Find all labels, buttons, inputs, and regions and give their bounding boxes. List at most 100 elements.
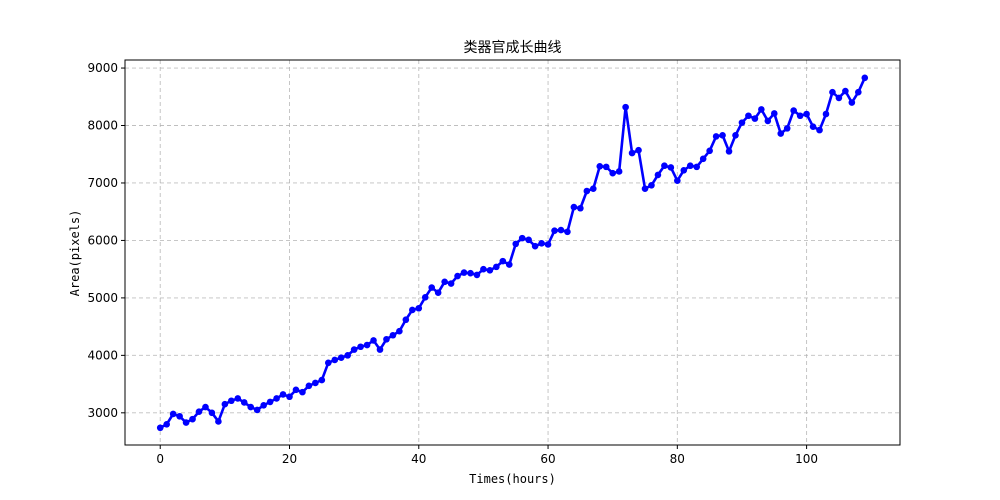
data-point <box>816 126 823 134</box>
data-point <box>428 284 436 291</box>
data-point <box>305 382 313 390</box>
data-point <box>350 346 358 353</box>
data-point <box>628 149 636 157</box>
data-point <box>480 265 487 273</box>
data-point <box>312 379 319 387</box>
data-point <box>758 106 765 113</box>
y-tick-label: 8000 <box>87 119 118 133</box>
data-point <box>215 418 222 425</box>
data-point <box>583 187 591 195</box>
data-point <box>635 146 642 154</box>
data-point <box>796 112 804 120</box>
x-tick-label: 100 <box>795 452 818 466</box>
x-tick-label: 60 <box>540 452 555 466</box>
data-point <box>202 403 209 411</box>
data-point <box>409 306 416 314</box>
data-point <box>156 424 164 432</box>
data-point <box>667 164 675 171</box>
data-point <box>848 99 856 106</box>
y-tick-label: 7000 <box>87 176 118 190</box>
data-point <box>493 263 500 271</box>
data-point <box>505 261 513 268</box>
data-point <box>182 419 190 426</box>
data-point <box>770 110 778 117</box>
data-point <box>661 162 668 170</box>
data-point <box>324 359 332 367</box>
data-point <box>447 280 455 287</box>
data-point <box>609 169 616 177</box>
data-point <box>279 391 287 398</box>
data-point <box>589 185 597 193</box>
data-point <box>415 304 423 312</box>
data-point <box>240 399 248 406</box>
data-point <box>699 155 707 163</box>
data-point <box>454 272 461 280</box>
data-point <box>421 294 429 301</box>
x-tick-label: 0 <box>156 452 164 466</box>
x-tick-label: 80 <box>670 452 685 466</box>
data-point <box>693 163 701 171</box>
data-point <box>544 241 552 248</box>
data-point <box>389 331 397 339</box>
data-point <box>835 94 843 102</box>
data-point <box>783 125 791 132</box>
data-point <box>648 181 655 189</box>
data-point <box>176 412 183 420</box>
data-point <box>273 395 280 402</box>
data-point <box>266 398 274 406</box>
plot-frame <box>124 59 901 446</box>
data-point <box>376 346 384 353</box>
data-point <box>286 393 293 401</box>
data-point <box>253 406 261 414</box>
data-point <box>803 110 810 118</box>
data-point <box>363 341 371 349</box>
data-point <box>331 356 339 364</box>
data-point <box>169 410 177 418</box>
data-point <box>195 408 203 415</box>
data-point <box>434 289 442 297</box>
data-point <box>370 337 377 344</box>
data-point <box>725 148 733 155</box>
data-point <box>260 402 267 409</box>
x-tick-label: 40 <box>411 452 426 466</box>
data-point <box>570 203 578 211</box>
data-point <box>208 409 216 417</box>
y-axis-label: Area(pixels) <box>68 210 82 297</box>
data-point <box>615 168 623 175</box>
data-point <box>538 240 545 247</box>
data-point <box>518 234 526 242</box>
data-point <box>189 415 196 423</box>
data-point <box>228 397 235 405</box>
data-point <box>809 123 817 130</box>
data-point <box>706 147 713 155</box>
data-point <box>680 167 688 174</box>
data-point <box>790 107 797 114</box>
data-point <box>247 403 255 411</box>
data-point <box>551 227 558 234</box>
data-point <box>622 103 629 111</box>
data-point <box>234 395 242 402</box>
data-point <box>745 112 752 120</box>
data-point <box>738 119 746 126</box>
y-tick-label: 6000 <box>87 233 118 247</box>
y-tick-label: 9000 <box>87 61 118 75</box>
data-point <box>512 240 520 248</box>
data-point <box>441 278 448 286</box>
data-point <box>221 400 229 408</box>
data-point <box>337 354 345 361</box>
y-tick-label: 4000 <box>87 348 118 362</box>
data-point <box>842 87 849 95</box>
data-point <box>829 88 836 96</box>
data-point <box>499 257 507 265</box>
data-point <box>396 327 403 335</box>
data-point <box>596 163 604 170</box>
y-tick-label: 5000 <box>87 291 118 305</box>
data-point <box>531 242 539 250</box>
data-point <box>402 316 410 324</box>
data-point <box>861 74 869 82</box>
data-point <box>855 88 862 96</box>
data-point <box>318 376 326 384</box>
data-point <box>460 269 468 276</box>
x-tick-label: 20 <box>282 452 297 466</box>
